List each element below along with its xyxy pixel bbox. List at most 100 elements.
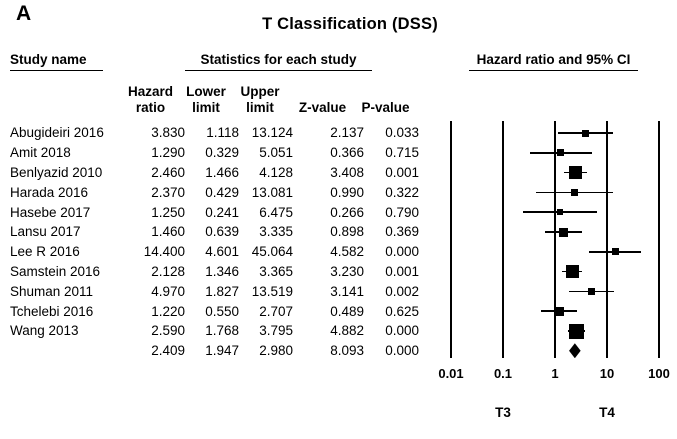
- study-name-cell: Tchelebi 2016: [10, 303, 94, 319]
- upper-limit-cell: 3.335: [259, 224, 293, 240]
- upper-limit-cell: 5.051: [259, 145, 293, 161]
- hr-marker: [557, 149, 565, 157]
- p-value-cell: 0.715: [385, 145, 419, 161]
- table-row: Harada 2016 2.370 0.429 13.081 0.990 0.322: [10, 182, 419, 202]
- upper-limit-cell: 3.795: [259, 323, 293, 339]
- axis-gridline: [450, 121, 452, 358]
- group-label: T3: [495, 405, 511, 420]
- p-value-cell: 0.033: [385, 125, 419, 141]
- z-value-cell: 4.882: [330, 323, 364, 339]
- column-header: Lower limit: [186, 84, 226, 115]
- table-row: Lee R 2016 14.400 4.601 45.064 4.582 0.000: [10, 242, 419, 262]
- upper-limit-cell: 2.707: [259, 303, 293, 319]
- hr-marker: [568, 166, 582, 180]
- hr-marker: [557, 209, 564, 216]
- p-value-cell: 0.002: [385, 283, 419, 299]
- summary-diamond: [569, 343, 581, 359]
- p-value-cell: 0.790: [385, 204, 419, 220]
- hr-marker: [568, 323, 584, 339]
- lower-limit-cell: 0.329: [205, 145, 239, 161]
- z-value-cell: 4.582: [330, 244, 364, 260]
- study-name-cell: Amit 2018: [10, 145, 71, 161]
- z-value-cell: 8.093: [330, 343, 364, 359]
- hr-cell: 2.460: [151, 164, 185, 180]
- study-name-cell: Wang 2013: [10, 323, 79, 339]
- lower-limit-cell: 0.241: [205, 204, 239, 220]
- table-row: Samstein 2016 2.128 1.346 3.365 3.230 0.001: [10, 262, 419, 282]
- lower-limit-cell: 1.346: [205, 263, 239, 279]
- hr-marker: [565, 265, 579, 279]
- hr-marker: [611, 248, 619, 256]
- table-row: Benlyazid 2010 2.460 1.466 4.128 3.408 0.001: [10, 163, 419, 183]
- table-row: Tchelebi 2016 1.220 0.550 2.707 0.489 0.625: [10, 301, 419, 321]
- p-value-cell: 0.001: [385, 263, 419, 279]
- upper-limit-cell: 45.064: [251, 244, 293, 260]
- chart-title: T Classification (DSS): [262, 15, 438, 33]
- hr-cell: 1.460: [151, 224, 185, 240]
- study-name-cell: Benlyazid 2010: [10, 164, 103, 180]
- axis-gridline: [502, 121, 504, 358]
- panel-label: A: [16, 2, 32, 25]
- upper-limit-cell: 13.081: [251, 184, 293, 200]
- hr-cell: 1.250: [151, 204, 185, 220]
- group-label: T4: [599, 405, 615, 420]
- hr-cell: 2.590: [151, 323, 185, 339]
- x-tick-label: 100: [648, 366, 670, 381]
- lower-limit-cell: 1.947: [205, 343, 239, 359]
- column-group-statistics: Statistics for each study: [185, 52, 372, 71]
- p-value-cell: 0.000: [385, 323, 419, 339]
- study-name-cell: Abugideiri 2016: [10, 125, 104, 141]
- z-value-cell: 2.137: [330, 125, 364, 141]
- upper-limit-cell: 13.124: [251, 125, 293, 141]
- hr-cell: 2.128: [151, 263, 185, 279]
- hr-cell: 2.370: [151, 184, 185, 200]
- lower-limit-cell: 4.601: [205, 244, 239, 260]
- lower-limit-cell: 0.429: [205, 184, 239, 200]
- hr-marker: [559, 227, 569, 237]
- axis-gridline: [606, 121, 608, 358]
- z-value-cell: 3.408: [330, 164, 364, 180]
- z-value-cell: 0.366: [330, 145, 364, 161]
- axis-gridline: [554, 121, 556, 358]
- hr-marker: [554, 306, 564, 316]
- upper-limit-cell: 4.128: [259, 164, 293, 180]
- upper-limit-cell: 13.519: [251, 283, 293, 299]
- p-value-cell: 0.322: [385, 184, 419, 200]
- table-row: Hasebe 2017 1.250 0.241 6.475 0.266 0.790: [10, 202, 419, 222]
- summary-row: 2.409 1.947 2.980 8.093 0.000: [10, 341, 419, 361]
- hr-marker: [587, 287, 595, 295]
- p-value-cell: 0.369: [385, 224, 419, 240]
- p-value-cell: 0.625: [385, 303, 419, 319]
- hr-marker: [581, 129, 589, 137]
- p-value-cell: 0.000: [385, 244, 419, 260]
- axis-gridline: [658, 121, 660, 358]
- column-header: Z-value: [298, 100, 347, 115]
- x-tick-label: 0.01: [438, 366, 464, 381]
- hr-marker: [570, 188, 578, 196]
- z-value-cell: 3.230: [330, 263, 364, 279]
- lower-limit-cell: 0.639: [205, 224, 239, 240]
- study-name-cell: Shuman 2011: [10, 283, 94, 299]
- table-row: Shuman 2011 4.970 1.827 13.519 3.141 0.002: [10, 281, 419, 301]
- study-table: Abugideiri 2016 3.830 1.118 13.124 2.137 0.03…: [10, 123, 419, 361]
- column-header: Upper limit: [240, 84, 280, 115]
- x-tick-label: 0.1: [493, 366, 513, 381]
- hr-cell: 14.400: [143, 244, 185, 260]
- z-value-cell: 3.141: [330, 283, 364, 299]
- lower-limit-cell: 1.768: [205, 323, 239, 339]
- study-name-cell: Lansu 2017: [10, 224, 81, 240]
- study-name-cell: Samstein 2016: [10, 263, 101, 279]
- column-header: P-value: [361, 100, 410, 115]
- study-name-cell: Harada 2016: [10, 184, 89, 200]
- hr-cell: 4.970: [151, 283, 185, 299]
- p-value-cell: 0.001: [385, 164, 419, 180]
- lower-limit-cell: 1.827: [205, 283, 239, 299]
- study-name-cell: Hasebe 2017: [10, 204, 91, 220]
- upper-limit-cell: 6.475: [259, 204, 293, 220]
- column-group-hazard-ratio-ci: Hazard ratio and 95% CI: [469, 52, 638, 71]
- lower-limit-cell: 1.466: [205, 164, 239, 180]
- column-headers: Hazard ratio Lower limit Upper limit Z-valu…: [122, 76, 413, 117]
- upper-limit-cell: 3.365: [259, 263, 293, 279]
